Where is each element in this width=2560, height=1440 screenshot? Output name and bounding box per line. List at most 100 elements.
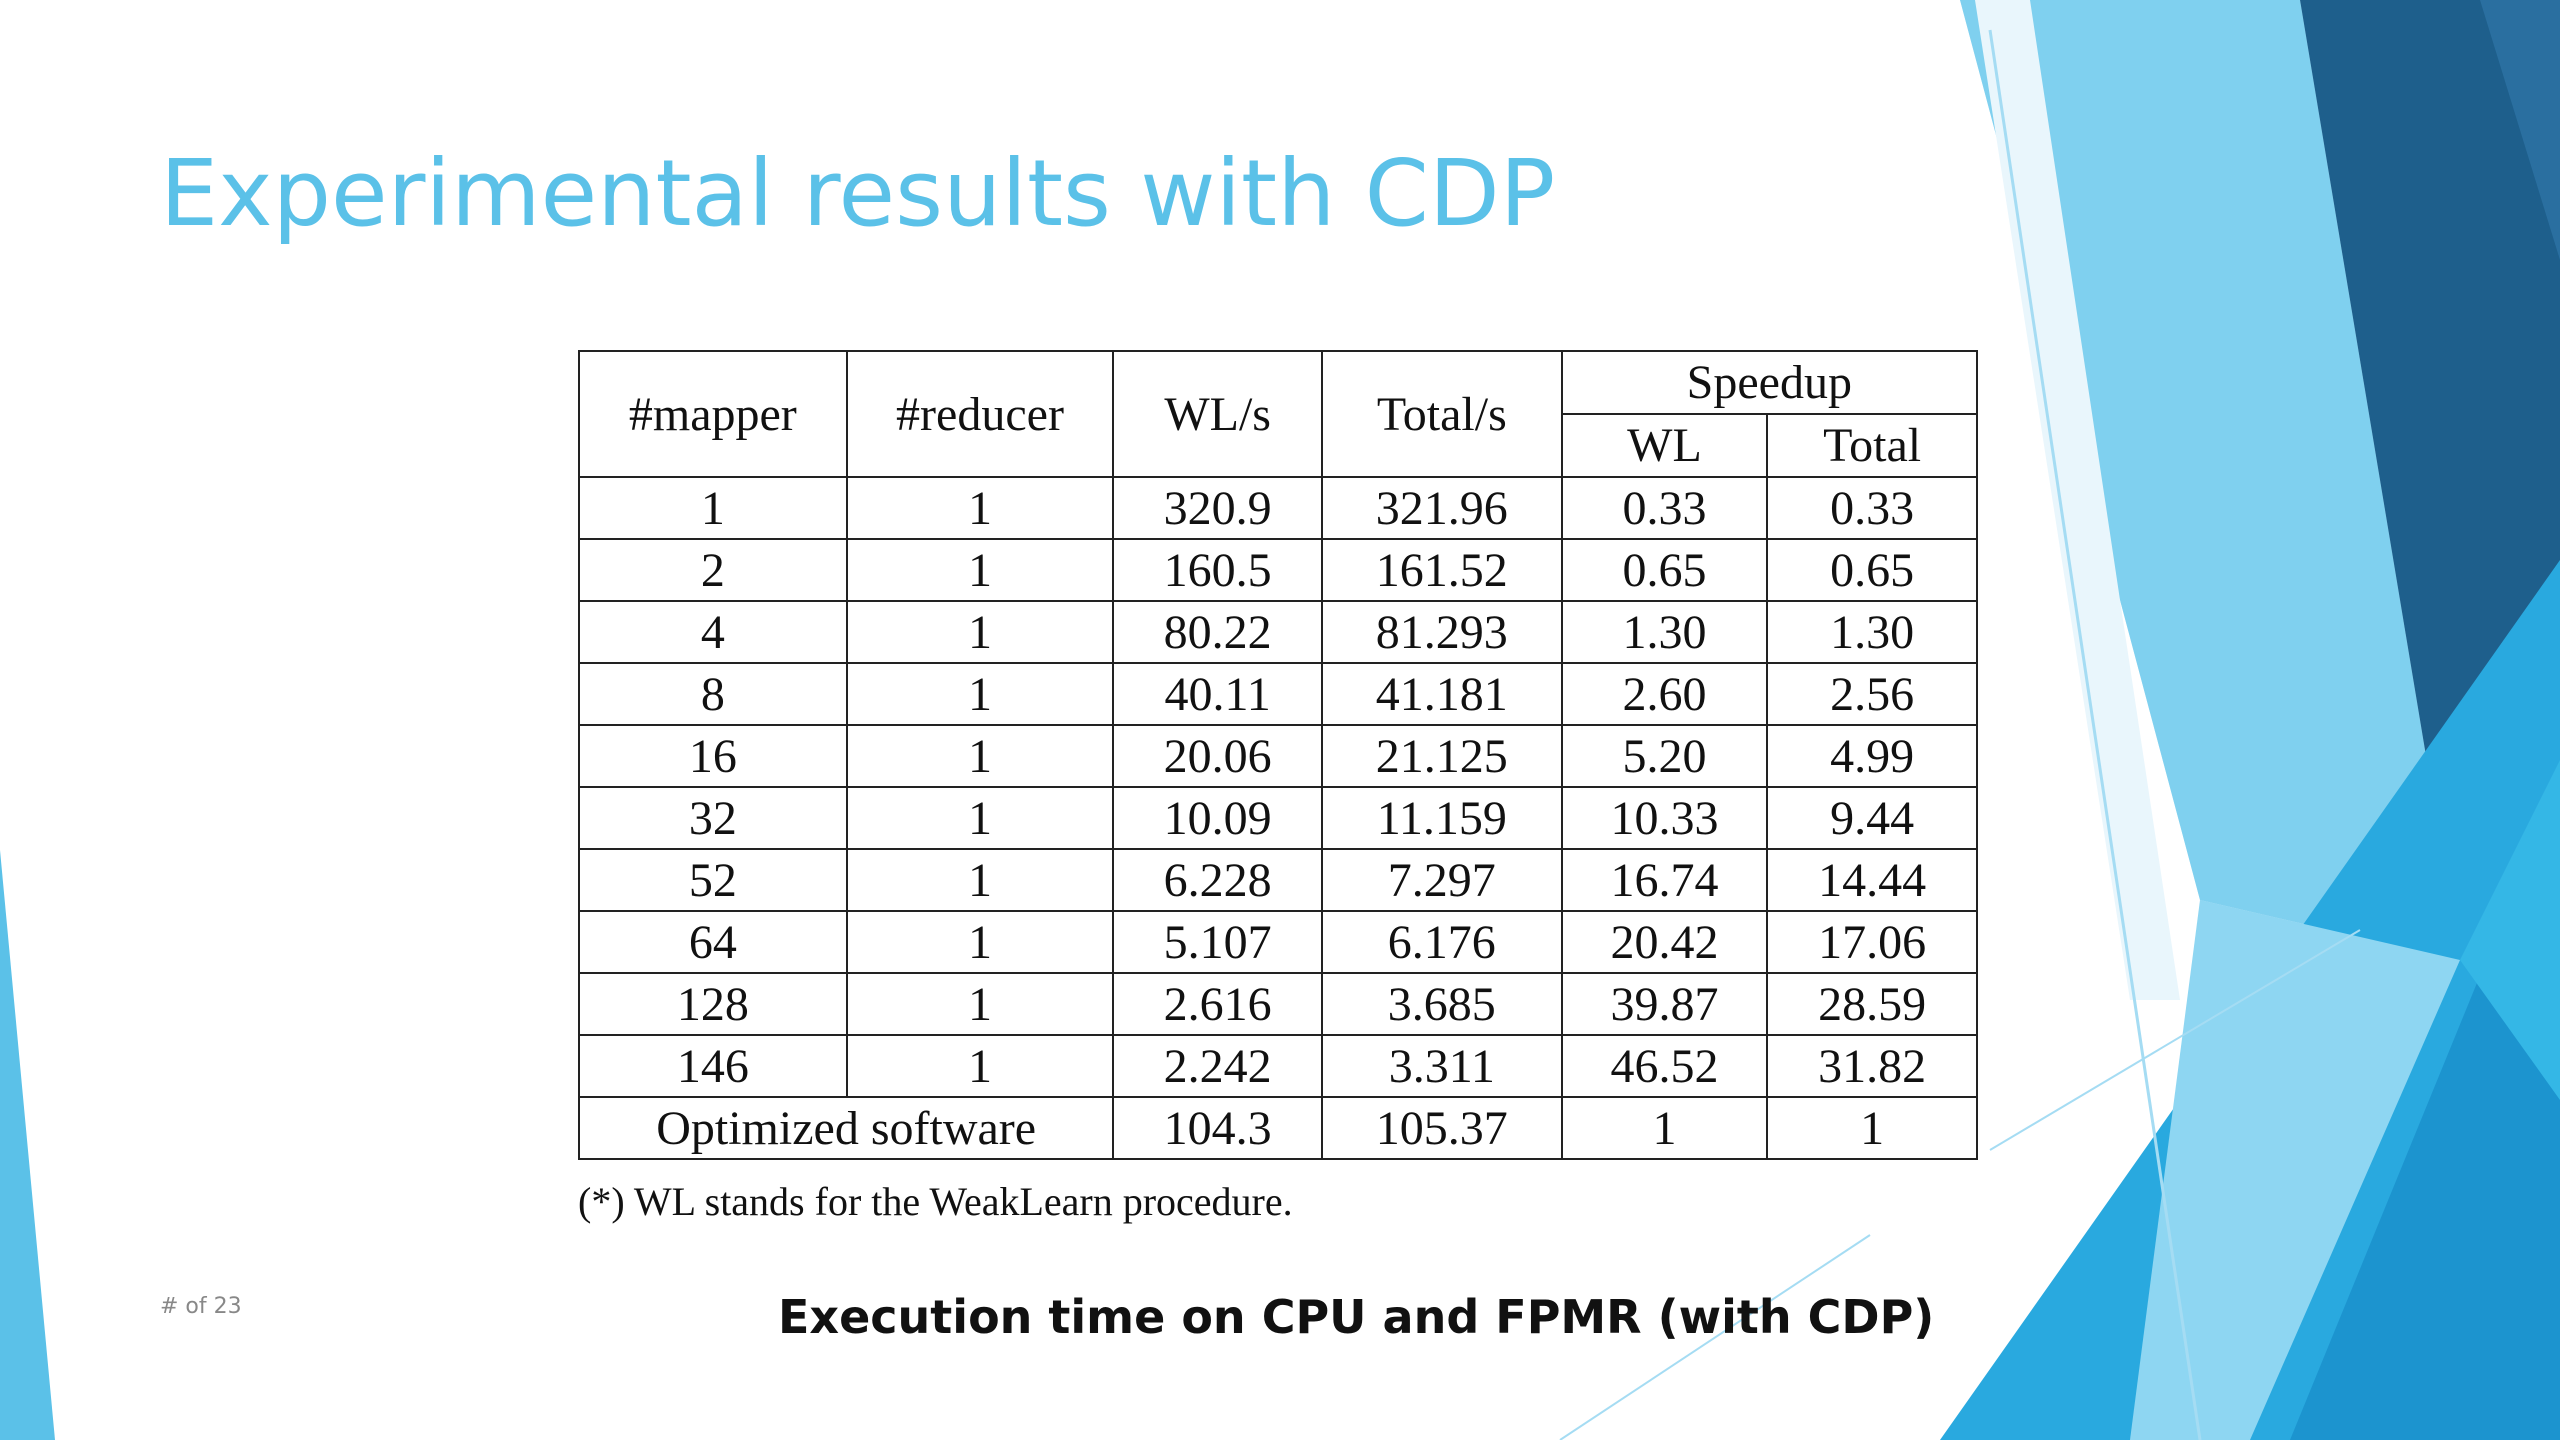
cell-wl-seconds: 80.22	[1112, 600, 1323, 664]
table-row: 146 1 2.242 3.311 46.52 31.82	[578, 1034, 1978, 1098]
cell-reducer: 1	[845, 662, 1115, 726]
header-wl-seconds: WL/s	[1112, 350, 1323, 478]
table-row-optimized: Optimized software 104.3 105.37 1 1	[577, 1096, 1978, 1160]
cell-mapper: 128	[578, 972, 848, 1036]
decor-shape-pale	[2130, 900, 2460, 1440]
cell-speedup-wl: 2.60	[1560, 662, 1769, 726]
header-total-seconds: Total/s	[1320, 350, 1563, 478]
cell-speedup-wl: 16.74	[1560, 848, 1769, 912]
cell-wl-seconds: 320.9	[1112, 476, 1323, 540]
page-number: # of 23	[160, 1294, 242, 1319]
cell-speedup-wl: 5.20	[1560, 724, 1769, 788]
results-table: #mapper #reducer WL/s Total/s Speedup WL…	[577, 350, 1979, 1160]
cell-wl-seconds: 40.11	[1112, 662, 1323, 726]
table-row: 128 1 2.616 3.685 39.87 28.59	[578, 972, 1978, 1036]
cell-optimized-total: 105.37	[1320, 1096, 1563, 1160]
cell-speedup-total: 31.82	[1766, 1034, 1978, 1098]
cell-mapper: 64	[578, 910, 848, 974]
cell-speedup-wl: 10.33	[1560, 786, 1769, 850]
cell-reducer: 1	[845, 538, 1115, 602]
table-row: 16 1 20.06 21.125 5.20 4.99	[578, 724, 1978, 788]
cell-wl-seconds: 5.107	[1112, 910, 1323, 974]
table-row: 52 1 6.228 7.297 16.74 14.44	[578, 848, 1978, 912]
table-body: 1 1 320.9 321.96 0.33 0.33 2 1 160.5 161.52 0.65 0.…	[577, 476, 1978, 1160]
cell-reducer: 1	[845, 972, 1115, 1036]
decor-shape-cyan	[2460, 760, 2560, 1100]
cell-total-seconds: 3.311	[1320, 1034, 1563, 1098]
cell-optimized-speedup-total: 1	[1766, 1096, 1978, 1160]
table-row: 8 1 40.11 41.181 2.60 2.56	[578, 662, 1978, 726]
cell-speedup-total: 0.65	[1766, 538, 1978, 602]
table-header-row: #mapper #reducer WL/s Total/s Speedup	[578, 350, 1979, 478]
decor-line-3	[1989, 929, 2361, 1151]
cell-total-seconds: 41.181	[1320, 662, 1563, 726]
cell-speedup-wl: 1.30	[1560, 600, 1769, 664]
decor-shape-left	[0, 850, 55, 1440]
cell-total-seconds: 21.125	[1320, 724, 1563, 788]
cell-wl-seconds: 160.5	[1112, 538, 1323, 602]
cell-speedup-wl: 39.87	[1560, 972, 1769, 1036]
cell-speedup-wl: 46.52	[1560, 1034, 1769, 1098]
table-row: 1 1 320.9 321.96 0.33 0.33	[578, 476, 1978, 540]
cell-reducer: 1	[845, 724, 1115, 788]
cell-mapper: 8	[578, 662, 848, 726]
cell-optimized-label: Optimized software	[577, 1096, 1115, 1160]
decor-shape-deep	[2480, 0, 2560, 260]
table-row: 32 1 10.09 11.159 10.33 9.44	[578, 786, 1978, 850]
cell-total-seconds: 3.685	[1320, 972, 1563, 1036]
cell-total-seconds: 81.293	[1320, 600, 1563, 664]
slide-caption: Execution time on CPU and FPMR (with CDP…	[778, 1290, 1935, 1344]
header-speedup-wl: WL	[1560, 413, 1769, 478]
cell-reducer: 1	[845, 1034, 1115, 1098]
table-row: 64 1 5.107 6.176 20.42 17.06	[578, 910, 1978, 974]
cell-speedup-total: 2.56	[1766, 662, 1978, 726]
header-speedup: Speedup	[1560, 350, 1979, 415]
table-subheader-row: WL Total	[579, 413, 1978, 478]
cell-speedup-wl: 0.65	[1560, 538, 1769, 602]
header-speedup-total: Total	[1766, 413, 1978, 478]
cell-mapper: 16	[578, 724, 848, 788]
cell-speedup-total: 0.33	[1766, 476, 1978, 540]
cell-reducer: 1	[845, 848, 1115, 912]
cell-mapper: 4	[578, 600, 848, 664]
cell-speedup-total: 28.59	[1766, 972, 1978, 1036]
cell-mapper: 146	[578, 1034, 848, 1098]
cell-mapper: 32	[578, 786, 848, 850]
table-footnote: (*) WL stands for the WeakLearn procedur…	[578, 1179, 1293, 1224]
cell-speedup-total: 4.99	[1766, 724, 1978, 788]
cell-wl-seconds: 2.242	[1112, 1034, 1323, 1098]
cell-total-seconds: 161.52	[1320, 538, 1563, 602]
header-mapper: #mapper	[578, 350, 848, 478]
cell-mapper: 1	[578, 476, 848, 540]
decor-line-2	[1559, 1234, 1871, 1440]
cell-reducer: 1	[845, 600, 1115, 664]
cell-wl-seconds: 6.228	[1112, 848, 1323, 912]
slide-title: Experimental results with CDP	[160, 140, 1556, 247]
header-reducer: #reducer	[845, 350, 1115, 478]
cell-total-seconds: 11.159	[1320, 786, 1563, 850]
cell-mapper: 2	[578, 538, 848, 602]
cell-speedup-wl: 20.42	[1560, 910, 1769, 974]
decor-shape-mid	[1960, 0, 2460, 960]
cell-speedup-total: 9.44	[1766, 786, 1978, 850]
cell-optimized-wl: 104.3	[1112, 1096, 1323, 1160]
cell-speedup-wl: 0.33	[1560, 476, 1769, 540]
cell-reducer: 1	[845, 910, 1115, 974]
cell-speedup-total: 1.30	[1766, 600, 1978, 664]
cell-total-seconds: 7.297	[1320, 848, 1563, 912]
cell-reducer: 1	[845, 786, 1115, 850]
cell-total-seconds: 321.96	[1320, 476, 1563, 540]
cell-optimized-speedup-wl: 1	[1560, 1096, 1769, 1160]
table-row: 2 1 160.5 161.52 0.65 0.65	[578, 538, 1978, 602]
decor-line	[1988, 29, 2202, 1440]
decor-shape-strip	[1975, 0, 2180, 1000]
table-row: 4 1 80.22 81.293 1.30 1.30	[578, 600, 1978, 664]
cell-mapper: 52	[578, 848, 848, 912]
cell-wl-seconds: 20.06	[1112, 724, 1323, 788]
cell-speedup-total: 14.44	[1766, 848, 1978, 912]
cell-speedup-total: 17.06	[1766, 910, 1978, 974]
cell-reducer: 1	[845, 476, 1115, 540]
cell-wl-seconds: 2.616	[1112, 972, 1323, 1036]
